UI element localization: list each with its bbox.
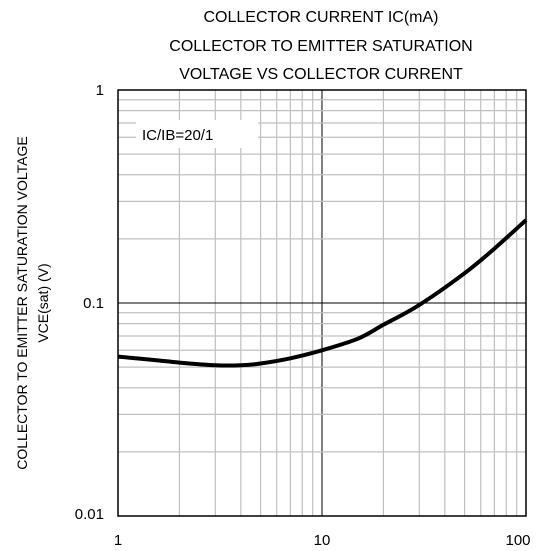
annotation-box [136, 120, 258, 148]
chart-title-line-2: COLLECTOR TO EMITTER SATURATION [169, 38, 472, 55]
y-tick-label: 0.1 [83, 295, 104, 312]
y-tick-label: 0.01 [75, 506, 104, 523]
x-tick-label: 100 [505, 532, 530, 549]
y-axis-label-line-2: VCE(sat) (V) [35, 263, 51, 342]
series-line [117, 218, 528, 368]
chart-title-line-1: COLLECTOR CURRENT IC(mA) [204, 9, 439, 26]
plot-frame [117, 89, 527, 517]
x-tick-label: 1 [114, 532, 122, 549]
chart-title-line-3: VOLTAGE VS COLLECTOR CURRENT [179, 66, 463, 83]
annotation-label: IC/IB=20/1 [142, 127, 213, 144]
plot-area: IC/IB=20/1 [117, 89, 528, 517]
y-axis-label-line-1: COLLECTOR TO EMITTER SATURATION VOLTAGE [14, 136, 30, 469]
x-tick-label: 10 [314, 532, 331, 549]
y-tick-label: 1 [96, 82, 104, 99]
